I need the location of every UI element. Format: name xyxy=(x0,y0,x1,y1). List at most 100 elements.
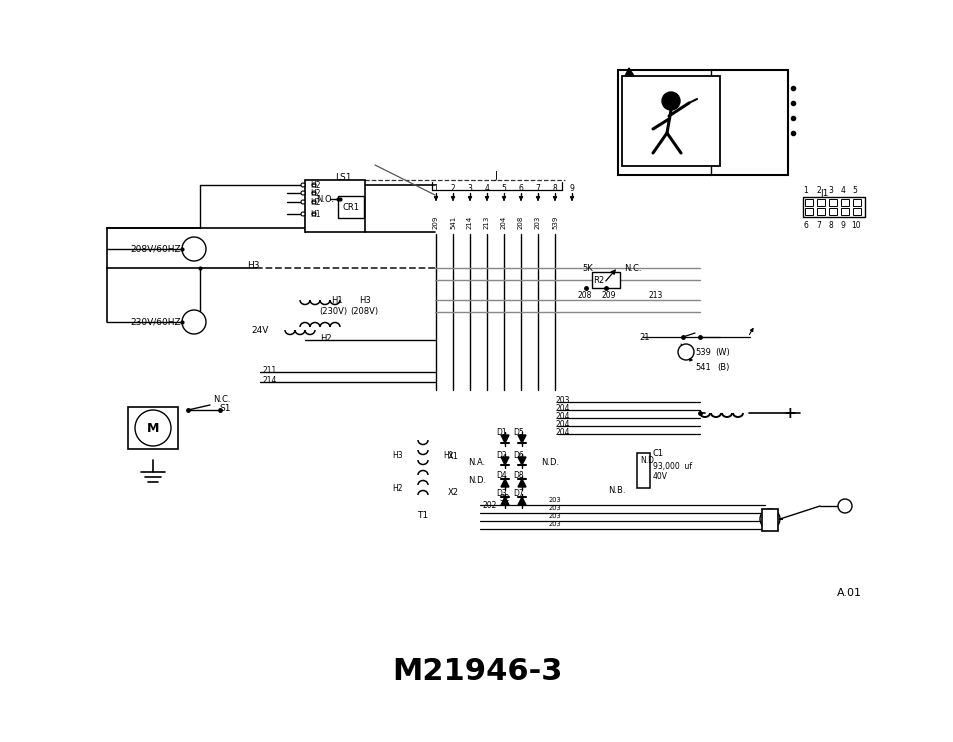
Text: (230V): (230V) xyxy=(318,306,347,315)
Text: X2: X2 xyxy=(447,487,458,496)
Text: 4: 4 xyxy=(840,186,844,194)
Text: D6: D6 xyxy=(513,450,524,459)
Text: 1: 1 xyxy=(434,183,438,192)
Text: S2: S2 xyxy=(499,493,510,502)
Text: N.B.: N.B. xyxy=(608,485,625,494)
Text: CR1: CR1 xyxy=(342,203,359,211)
Circle shape xyxy=(182,310,206,334)
Text: 93,000  uf: 93,000 uf xyxy=(652,462,691,470)
Bar xyxy=(816,208,824,215)
Bar xyxy=(128,407,178,449)
Polygon shape xyxy=(517,457,525,465)
Text: 539: 539 xyxy=(552,215,558,229)
Text: 203: 203 xyxy=(556,395,570,404)
Text: 5: 5 xyxy=(852,186,857,194)
Circle shape xyxy=(678,344,693,360)
Text: 214: 214 xyxy=(467,215,473,229)
Text: D8: D8 xyxy=(513,470,524,479)
Polygon shape xyxy=(500,435,509,443)
Bar xyxy=(852,199,861,206)
Bar xyxy=(802,197,864,217)
Text: M: M xyxy=(147,421,159,435)
Text: 9: 9 xyxy=(569,183,574,192)
Text: 8: 8 xyxy=(552,183,557,192)
Text: 40V: 40V xyxy=(652,471,667,481)
Text: 24V: 24V xyxy=(251,326,269,335)
Text: 8: 8 xyxy=(828,220,833,229)
Bar xyxy=(828,199,836,206)
Text: 3: 3 xyxy=(467,183,472,192)
Bar xyxy=(804,199,812,206)
Text: 541: 541 xyxy=(695,363,710,372)
Bar xyxy=(337,196,364,218)
Text: +: + xyxy=(782,405,796,421)
Bar xyxy=(621,76,720,166)
Text: (B): (B) xyxy=(716,363,728,372)
Circle shape xyxy=(301,183,305,187)
Bar xyxy=(841,199,848,206)
Text: 7: 7 xyxy=(816,220,821,229)
Text: C1: C1 xyxy=(652,448,663,458)
Text: N.D.: N.D. xyxy=(639,456,656,464)
Text: J: J xyxy=(494,171,497,181)
Bar xyxy=(828,208,836,215)
Bar xyxy=(841,208,848,215)
Circle shape xyxy=(135,410,171,446)
Text: 203: 203 xyxy=(535,215,540,229)
Text: M21946-3: M21946-3 xyxy=(392,657,561,686)
Text: 541: 541 xyxy=(450,215,456,229)
Circle shape xyxy=(301,200,305,204)
Polygon shape xyxy=(624,68,634,76)
Text: H2: H2 xyxy=(310,188,320,197)
Text: 203: 203 xyxy=(548,505,560,511)
Text: R2: R2 xyxy=(593,275,604,284)
Text: X1: X1 xyxy=(447,451,458,461)
Text: 202: 202 xyxy=(482,501,497,510)
Circle shape xyxy=(301,212,305,216)
Text: D7: D7 xyxy=(513,488,524,497)
Text: 204: 204 xyxy=(556,404,570,413)
Text: 3: 3 xyxy=(828,186,833,194)
Text: 6: 6 xyxy=(802,220,807,229)
Bar xyxy=(618,70,787,175)
Bar xyxy=(816,199,824,206)
Text: H3: H3 xyxy=(392,450,402,459)
Text: 2: 2 xyxy=(450,183,455,192)
Text: 21: 21 xyxy=(639,332,649,341)
Circle shape xyxy=(301,191,305,195)
Text: D1: D1 xyxy=(497,427,507,436)
Text: 5: 5 xyxy=(501,183,506,192)
Polygon shape xyxy=(500,457,509,465)
Polygon shape xyxy=(500,479,509,487)
Text: D4: D4 xyxy=(497,470,507,479)
Text: (W): (W) xyxy=(715,347,730,356)
Text: 203: 203 xyxy=(548,497,560,503)
Text: N.C.: N.C. xyxy=(213,395,231,404)
Circle shape xyxy=(312,200,315,204)
Text: 203: 203 xyxy=(548,513,560,519)
Text: 7: 7 xyxy=(535,183,539,192)
Text: N.O.: N.O. xyxy=(315,194,334,203)
Text: H2: H2 xyxy=(310,197,320,206)
Text: D3: D3 xyxy=(497,488,507,497)
Text: J1: J1 xyxy=(820,188,828,197)
Text: 4: 4 xyxy=(484,183,489,192)
Text: 230V/60HZ: 230V/60HZ xyxy=(130,318,180,326)
Circle shape xyxy=(312,183,315,187)
Bar xyxy=(637,453,649,488)
Circle shape xyxy=(661,92,679,110)
Text: 214: 214 xyxy=(263,375,277,384)
Text: 208V/60HZ: 208V/60HZ xyxy=(130,245,180,254)
Text: 213: 213 xyxy=(483,215,490,229)
Text: N.D.: N.D. xyxy=(468,476,485,485)
Bar xyxy=(852,208,861,215)
Text: H3: H3 xyxy=(358,295,371,304)
Bar xyxy=(592,272,619,288)
Text: 10: 10 xyxy=(850,220,860,229)
Text: (208V): (208V) xyxy=(350,306,377,315)
Circle shape xyxy=(760,509,780,529)
Text: H1: H1 xyxy=(442,450,453,459)
Bar xyxy=(305,180,365,232)
Circle shape xyxy=(312,191,315,195)
Polygon shape xyxy=(517,479,525,487)
